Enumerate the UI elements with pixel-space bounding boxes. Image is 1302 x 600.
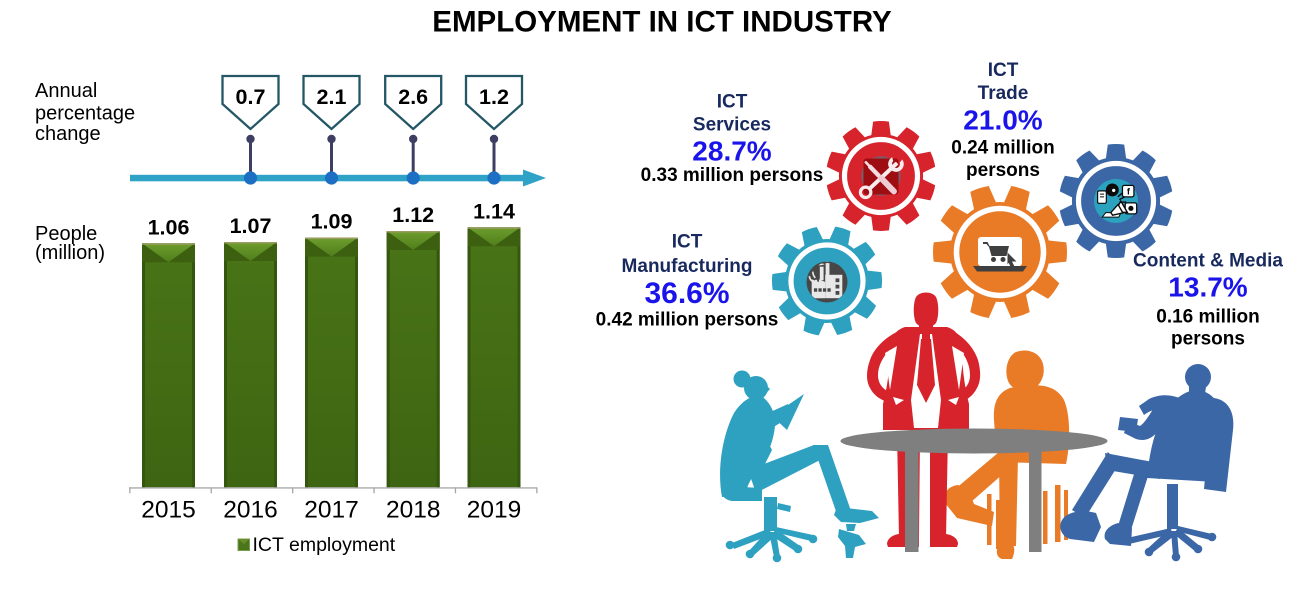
svg-text:2.6: 2.6 — [398, 85, 428, 109]
svg-text:Services: Services — [693, 115, 771, 136]
svg-text:2016: 2016 — [223, 497, 278, 524]
svg-text:1.2: 1.2 — [479, 85, 509, 109]
svg-text:People: People — [35, 223, 97, 245]
svg-text:2019: 2019 — [467, 497, 522, 524]
svg-text:1.12: 1.12 — [392, 203, 434, 227]
svg-text:28.7%: 28.7% — [692, 135, 771, 166]
svg-text:ICT: ICT — [988, 60, 1019, 81]
svg-text:percentage: percentage — [35, 103, 135, 125]
svg-text:(million): (million) — [35, 242, 105, 264]
svg-text:change: change — [35, 123, 101, 145]
svg-text:ICT: ICT — [717, 92, 748, 113]
svg-text:EMPLOYMENT IN ICT INDUSTRY: EMPLOYMENT IN ICT INDUSTRY — [432, 6, 892, 39]
svg-text:2.1: 2.1 — [317, 85, 347, 109]
svg-text:1.09: 1.09 — [311, 210, 353, 234]
svg-text:2015: 2015 — [141, 497, 196, 524]
svg-text:Content & Media: Content & Media — [1133, 251, 1283, 272]
svg-text:f: f — [1127, 187, 1131, 197]
svg-text:0.42 million persons: 0.42 million persons — [596, 310, 779, 331]
svg-text:1.06: 1.06 — [148, 215, 190, 239]
svg-text:ICT employment: ICT employment — [253, 534, 396, 556]
svg-text:0.16 million: 0.16 million — [1156, 307, 1259, 328]
svg-text:1.07: 1.07 — [230, 214, 272, 238]
svg-text:0.7: 0.7 — [236, 85, 266, 109]
svg-text:21.0%: 21.0% — [963, 105, 1042, 136]
svg-text:0.24 million: 0.24 million — [951, 138, 1054, 159]
svg-text:2017: 2017 — [304, 497, 359, 524]
svg-text:Trade: Trade — [978, 83, 1029, 104]
svg-text:1.14: 1.14 — [473, 199, 515, 223]
svg-text:13.7%: 13.7% — [1168, 271, 1247, 302]
svg-text:Annual: Annual — [35, 80, 97, 102]
svg-text:persons: persons — [1171, 329, 1245, 350]
svg-text:36.6%: 36.6% — [644, 277, 729, 310]
svg-text:2018: 2018 — [386, 497, 441, 524]
svg-text:persons: persons — [966, 160, 1040, 181]
svg-text:ICT: ICT — [672, 232, 703, 253]
svg-text:0.33 million persons: 0.33 million persons — [641, 165, 824, 186]
svg-text:Manufacturing: Manufacturing — [622, 256, 753, 277]
